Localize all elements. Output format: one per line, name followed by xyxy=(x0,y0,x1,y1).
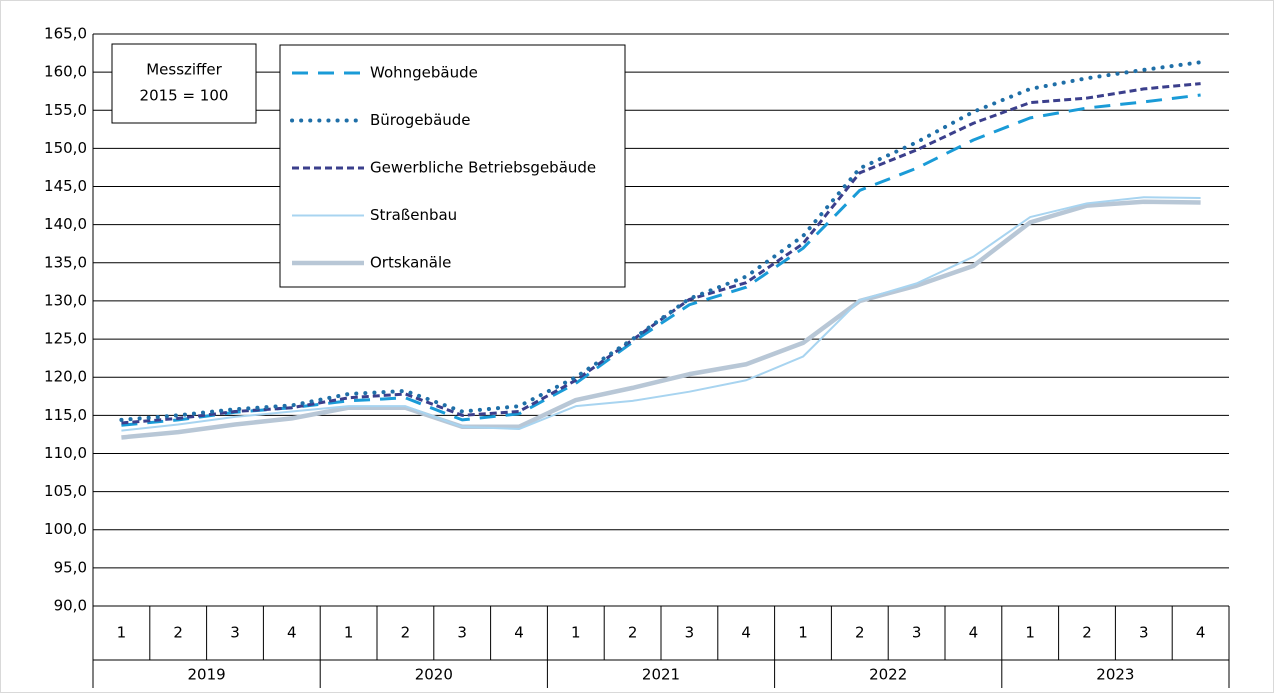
x-tick-label: 4 xyxy=(969,624,979,642)
y-tick-label: 95,0 xyxy=(54,558,87,576)
year-label: 2019 xyxy=(188,666,226,684)
year-label: 2022 xyxy=(869,666,907,684)
x-tick-label: 2 xyxy=(628,624,638,642)
x-tick-label: 2 xyxy=(401,624,411,642)
x-tick-label: 2 xyxy=(855,624,865,642)
x-tick-label: 4 xyxy=(514,624,524,642)
x-tick-label: 3 xyxy=(912,624,922,642)
year-label: 2020 xyxy=(415,666,453,684)
legend-label: Ortskanäle xyxy=(370,254,451,272)
y-tick-label: 125,0 xyxy=(44,330,87,348)
series-line xyxy=(121,199,1201,440)
y-tick-label: 140,0 xyxy=(44,215,87,233)
series-line xyxy=(121,93,1201,427)
legend-label: Wohngebäude xyxy=(370,64,478,82)
x-tick-label: 1 xyxy=(571,624,581,642)
x-tick-label: 1 xyxy=(117,624,127,642)
x-tick-label: 3 xyxy=(457,624,467,642)
legend-label: Gewerbliche Betriebsgebäude xyxy=(370,159,596,177)
x-tick-label: 3 xyxy=(230,624,240,642)
y-tick-label: 100,0 xyxy=(44,520,87,538)
x-tick-label: 4 xyxy=(1196,624,1206,642)
year-label: 2021 xyxy=(642,666,680,684)
y-tick-label: 165,0 xyxy=(44,25,87,43)
x-tick-label: 4 xyxy=(287,624,297,642)
legend-label: Bürogebäude xyxy=(370,111,471,129)
y-tick-label: 145,0 xyxy=(44,177,87,195)
x-tick-label: 3 xyxy=(685,624,695,642)
series-line xyxy=(121,82,1201,425)
y-tick-label: 130,0 xyxy=(44,291,87,309)
x-tick-label: 1 xyxy=(798,624,808,642)
y-tick-label: 115,0 xyxy=(44,406,87,424)
y-tick-label: 135,0 xyxy=(44,253,87,271)
x-tick-label: 2 xyxy=(173,624,183,642)
y-tick-label: 120,0 xyxy=(44,368,87,386)
x-tick-label: 4 xyxy=(741,624,751,642)
y-tick-label: 155,0 xyxy=(44,101,87,119)
x-tick-label: 2 xyxy=(1082,624,1092,642)
legend-box xyxy=(279,44,626,288)
x-tick-label: 3 xyxy=(1139,624,1149,642)
annotation-box xyxy=(111,43,257,124)
annotation: Messziffer xyxy=(146,61,222,79)
x-tick-label: 1 xyxy=(344,624,354,642)
series-line xyxy=(121,196,1201,432)
annotation: 2015 = 100 xyxy=(140,87,229,105)
y-tick-label: 150,0 xyxy=(44,139,87,157)
year-label: 2023 xyxy=(1096,666,1134,684)
x-tick-label: 1 xyxy=(1025,624,1035,642)
legend-label: Straßenbau xyxy=(370,206,457,224)
y-tick-label: 110,0 xyxy=(44,444,87,462)
y-tick-label: 90,0 xyxy=(54,597,87,615)
y-tick-label: 105,0 xyxy=(44,482,87,500)
y-tick-label: 160,0 xyxy=(44,63,87,81)
series-line xyxy=(119,60,1203,422)
